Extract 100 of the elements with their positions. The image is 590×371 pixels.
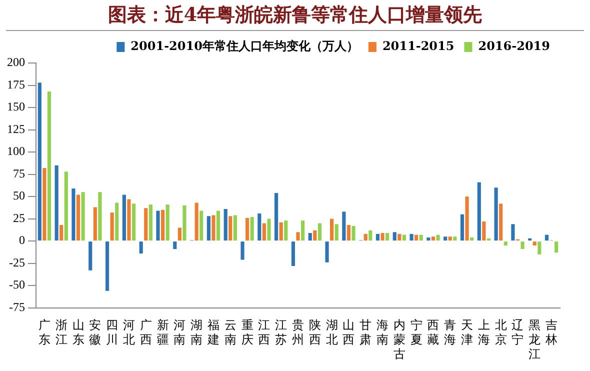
- x-tick-label: 湖南: [190, 318, 203, 347]
- bar: [224, 208, 228, 241]
- bar: [470, 237, 474, 241]
- bar: [453, 236, 457, 241]
- bar: [538, 242, 542, 254]
- bar: [127, 199, 131, 241]
- y-tick-label: 150: [7, 100, 25, 114]
- x-tick-label: 甘肃: [360, 318, 372, 347]
- bar: [444, 236, 448, 241]
- bar: [47, 91, 52, 241]
- bar: [346, 225, 351, 241]
- x-tick-label: 辽宁: [512, 318, 524, 347]
- bar: [532, 242, 536, 246]
- x-tick-label: 山西: [342, 318, 355, 347]
- bar: [352, 226, 356, 241]
- y-tick-label: 25: [13, 210, 25, 225]
- bar: [178, 228, 182, 241]
- y-tick-label: -25: [9, 255, 25, 270]
- bar: [313, 230, 317, 241]
- x-tick-label: 青海: [444, 318, 456, 347]
- y-tick-label: 50: [13, 188, 25, 203]
- bar: [122, 194, 126, 241]
- x-tick-label: 云南: [224, 318, 236, 347]
- x-tick-label: 天津: [461, 318, 474, 347]
- bar: [402, 234, 406, 241]
- legend-label: 2001-2010年常住人口年均变化（万人）: [130, 39, 358, 54]
- bar: [93, 207, 97, 241]
- x-tick-label: 河北: [122, 318, 135, 347]
- bar: [448, 236, 452, 241]
- bar: [54, 165, 58, 241]
- x-tick-label: 陕西: [308, 318, 321, 347]
- x-tick-label: 吉林: [544, 318, 558, 347]
- x-tick-label: 北京: [494, 318, 507, 347]
- bar: [182, 205, 186, 241]
- bar: [380, 233, 384, 241]
- bar: [200, 210, 204, 241]
- legend-label: 2016-2019: [478, 39, 550, 54]
- x-tick-label: 湖北: [326, 318, 338, 347]
- bar: [436, 234, 440, 241]
- y-tick-label: 75: [13, 166, 25, 180]
- bar: [132, 204, 136, 241]
- x-tick-label: 山东: [72, 318, 84, 347]
- bar: [258, 213, 262, 241]
- bar: [72, 188, 76, 241]
- x-tick-label: 广西: [140, 318, 152, 347]
- x-tick-label: 浙江: [55, 318, 68, 347]
- bar: [279, 222, 283, 241]
- bar: [414, 234, 418, 241]
- bar: [284, 220, 288, 241]
- bar: [76, 194, 80, 241]
- x-tick-label: 重庆: [241, 318, 254, 347]
- bar: [419, 234, 423, 241]
- bar: [431, 236, 436, 241]
- bar: [330, 218, 334, 241]
- bar: [544, 234, 549, 241]
- bar: [160, 210, 165, 241]
- x-tick-label: 河南: [174, 318, 186, 347]
- bar: [139, 242, 143, 254]
- bar: [110, 212, 114, 241]
- bar: [233, 215, 237, 241]
- x-tick-label: 海南: [376, 318, 389, 347]
- bar: [376, 234, 380, 241]
- bar: [426, 237, 430, 241]
- bar: [81, 192, 85, 241]
- chart-title: 图表：近4年粤浙皖新鲁等常住人口增量领先: [6, 0, 584, 31]
- bar: [98, 192, 102, 241]
- bar: [274, 192, 278, 241]
- bar: [166, 204, 170, 241]
- y-tick-label: -50: [9, 278, 25, 292]
- bar: [398, 234, 402, 241]
- bar: [115, 202, 119, 241]
- y-tick-label: 100: [7, 144, 25, 158]
- bar: [334, 224, 338, 241]
- bar: [250, 217, 254, 241]
- bar: [486, 238, 491, 241]
- x-tick-label: 江西: [258, 318, 270, 347]
- legend-label: 2011-2015: [382, 39, 454, 54]
- bar: [342, 212, 346, 241]
- bar: [296, 232, 300, 241]
- bar: [308, 233, 312, 241]
- bar: [212, 215, 216, 241]
- bar: [499, 204, 503, 241]
- bar: [228, 216, 232, 241]
- bar: [494, 188, 498, 241]
- bar: [194, 202, 198, 241]
- y-tick-label: -75: [9, 300, 25, 314]
- bar: [105, 242, 110, 291]
- bar: [520, 242, 524, 250]
- bar: [148, 204, 152, 241]
- bar: [173, 242, 177, 250]
- bar: [88, 242, 92, 270]
- bar: [554, 242, 558, 253]
- bar: [144, 208, 148, 241]
- bar: [465, 196, 469, 241]
- bar: [245, 218, 250, 241]
- x-tick-label: 四川: [106, 318, 118, 347]
- bar: [156, 210, 160, 241]
- bar: [60, 225, 64, 241]
- bar: [511, 224, 515, 241]
- x-tick-label: 西藏: [427, 318, 440, 347]
